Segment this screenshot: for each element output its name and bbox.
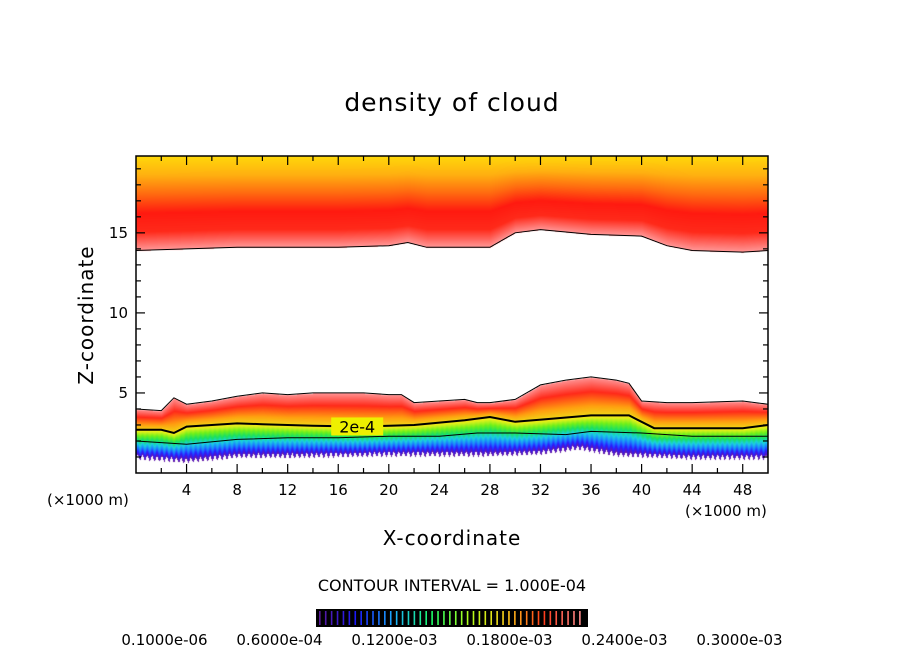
colorbar-stripe xyxy=(573,611,575,625)
colorbar-stripe xyxy=(484,611,487,625)
plot-frame xyxy=(135,155,769,474)
colorbar-stripe xyxy=(437,611,439,625)
colorbar-stripe xyxy=(395,611,398,625)
chart-title: density of cloud xyxy=(344,88,560,117)
colorbar-stripe xyxy=(354,611,357,625)
x-axis-label: X-coordinate xyxy=(382,526,522,550)
colorbar-stripe xyxy=(460,611,463,625)
colorbar-stripe xyxy=(508,611,510,625)
colorbar-stripe xyxy=(384,611,386,625)
colorbar-stripe xyxy=(525,611,528,625)
x-tick-label: 48 xyxy=(733,481,753,499)
x-tick-label: 40 xyxy=(632,481,652,499)
contour-line-2e-4 xyxy=(136,414,769,435)
colorbar-stripe xyxy=(413,611,416,625)
x-tick-label: 12 xyxy=(278,481,298,499)
colorbar-stripe xyxy=(466,611,469,625)
colorbar-label: 0.1800e-03 xyxy=(466,631,553,649)
colorbar-stripe xyxy=(378,611,380,625)
colorbar-stripe xyxy=(407,611,410,625)
colorbar-stripe xyxy=(555,611,558,625)
colorbar xyxy=(316,609,588,627)
colorbar-stripe xyxy=(389,611,392,625)
colorbar-stripe xyxy=(579,611,581,625)
x-tick-label: 24 xyxy=(429,481,449,499)
colorbar-stripe xyxy=(454,611,457,625)
colorbar-stripe xyxy=(537,611,540,625)
colorbar-stripe xyxy=(496,611,498,625)
x-tick-label: 20 xyxy=(379,481,399,499)
colorbar-stripe xyxy=(425,611,427,625)
x-axis-unit: (×1000 m) xyxy=(685,502,767,520)
colorbar-stripe xyxy=(490,611,493,625)
contour-interval-text: CONTOUR INTERVAL = 1.000E-04 xyxy=(317,576,587,595)
colorbar-stripe xyxy=(372,611,374,625)
colorbar-stripe xyxy=(401,611,404,625)
colorbar-stripe xyxy=(348,611,351,625)
contour-label: 2e-4 xyxy=(339,417,375,436)
contour-line-lower-top xyxy=(135,376,769,412)
colorbar-stripe xyxy=(567,611,569,625)
colorbar-stripe xyxy=(543,611,546,625)
y-tick-label: 15 xyxy=(108,223,128,242)
x-tick-label: 32 xyxy=(530,481,551,499)
colorbar-stripe xyxy=(330,611,333,625)
colorbar-label: 0.2400e-03 xyxy=(581,631,668,649)
colorbar-stripe xyxy=(502,611,504,625)
colorbar-stripe xyxy=(514,611,516,625)
colorbar-stripe xyxy=(324,611,327,625)
colorbar-stripe xyxy=(443,611,445,625)
contour-line-upper xyxy=(135,229,769,253)
y-tick-label: 5 xyxy=(118,383,128,402)
colorbar-stripe xyxy=(449,611,451,625)
colorbar-stripe xyxy=(342,611,345,625)
y-tick-label: 10 xyxy=(108,303,128,322)
colorbar-stripe xyxy=(478,611,481,625)
x-tick-label: 44 xyxy=(682,481,702,499)
x-tick-label: 16 xyxy=(328,481,348,499)
colorbar-stripe xyxy=(561,611,563,625)
y-axis-unit: (×1000 m) xyxy=(47,491,129,509)
colorbar-stripe xyxy=(366,611,368,625)
colorbar-stripe xyxy=(519,611,522,625)
contour-label-bg xyxy=(331,417,384,436)
colorbar-stripe xyxy=(319,611,321,625)
x-tick-label: 4 xyxy=(181,481,192,499)
colorbar-label: 0.1000e-06 xyxy=(121,631,208,649)
colorbar-stripe xyxy=(419,611,422,625)
x-tick-label: 36 xyxy=(581,481,601,499)
contour-field xyxy=(136,156,768,473)
colorbar-stripe xyxy=(549,611,552,625)
colorbar-stripe xyxy=(531,611,534,625)
x-tick-label: 8 xyxy=(232,481,242,499)
colorbar-stripe xyxy=(336,611,339,625)
x-tick-label: 28 xyxy=(480,481,500,499)
contour-line-1e-4 xyxy=(135,430,768,445)
colorbar-stripe xyxy=(360,611,362,625)
colorbar-label: 0.1200e-03 xyxy=(351,631,438,649)
y-axis-label: Z-coordinate xyxy=(74,245,98,385)
colorbar-stripe xyxy=(472,611,475,625)
colorbar-label: 0.6000e-04 xyxy=(236,631,323,649)
colorbar-stripe xyxy=(431,611,433,625)
colorbar-label: 0.3000e-03 xyxy=(696,631,783,649)
